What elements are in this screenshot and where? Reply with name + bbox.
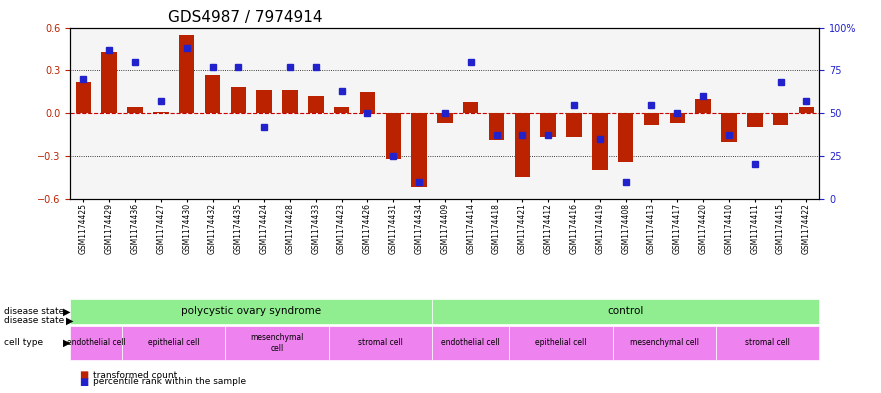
Bar bbox=[644, 113, 659, 125]
Text: GDS4987 / 7974914: GDS4987 / 7974914 bbox=[168, 10, 322, 25]
Text: ▶: ▶ bbox=[66, 315, 74, 325]
Bar bbox=[204, 75, 220, 113]
FancyBboxPatch shape bbox=[329, 326, 432, 360]
Bar bbox=[695, 99, 711, 113]
Bar bbox=[540, 113, 556, 138]
Text: polycystic ovary syndrome: polycystic ovary syndrome bbox=[181, 307, 322, 316]
Text: mesenchymal
cell: mesenchymal cell bbox=[250, 333, 304, 353]
Text: epithelial cell: epithelial cell bbox=[148, 338, 199, 347]
Text: ■: ■ bbox=[79, 370, 88, 380]
Text: ▶: ▶ bbox=[63, 338, 71, 348]
FancyBboxPatch shape bbox=[70, 299, 432, 324]
Bar bbox=[566, 113, 581, 138]
Text: epithelial cell: epithelial cell bbox=[536, 338, 587, 347]
Text: mesenchymal cell: mesenchymal cell bbox=[630, 338, 699, 347]
Bar bbox=[282, 90, 298, 113]
FancyBboxPatch shape bbox=[509, 326, 613, 360]
Bar bbox=[231, 87, 246, 113]
Text: stromal cell: stromal cell bbox=[358, 338, 403, 347]
Bar bbox=[411, 113, 426, 187]
Bar bbox=[359, 92, 375, 113]
Text: stromal cell: stromal cell bbox=[745, 338, 790, 347]
FancyBboxPatch shape bbox=[226, 326, 329, 360]
Bar bbox=[799, 107, 814, 113]
Bar bbox=[76, 82, 91, 113]
Bar bbox=[386, 113, 401, 159]
FancyBboxPatch shape bbox=[122, 326, 226, 360]
Bar bbox=[101, 52, 117, 113]
FancyBboxPatch shape bbox=[432, 299, 819, 324]
Bar bbox=[592, 113, 608, 170]
Text: ▶: ▶ bbox=[63, 307, 71, 316]
FancyBboxPatch shape bbox=[613, 326, 716, 360]
Bar bbox=[153, 112, 168, 113]
Bar bbox=[463, 102, 478, 113]
Bar bbox=[256, 90, 272, 113]
Text: cell type: cell type bbox=[4, 338, 43, 347]
Bar bbox=[308, 96, 323, 113]
Bar bbox=[489, 113, 504, 140]
Bar bbox=[773, 113, 788, 125]
Text: endothelial cell: endothelial cell bbox=[67, 338, 126, 347]
FancyBboxPatch shape bbox=[432, 326, 509, 360]
Text: percentile rank within the sample: percentile rank within the sample bbox=[93, 378, 246, 386]
Text: ■: ■ bbox=[79, 377, 88, 387]
Bar bbox=[722, 113, 737, 141]
Bar bbox=[515, 113, 530, 177]
Text: control: control bbox=[608, 307, 644, 316]
Bar bbox=[127, 107, 143, 113]
Bar bbox=[747, 113, 763, 127]
Bar bbox=[670, 113, 685, 123]
Bar bbox=[618, 113, 633, 162]
Bar bbox=[334, 107, 350, 113]
Bar bbox=[179, 35, 195, 113]
Bar bbox=[437, 113, 453, 123]
Text: transformed count: transformed count bbox=[93, 371, 177, 380]
FancyBboxPatch shape bbox=[716, 326, 819, 360]
Text: disease state: disease state bbox=[4, 316, 64, 325]
FancyBboxPatch shape bbox=[70, 326, 122, 360]
Text: endothelial cell: endothelial cell bbox=[441, 338, 500, 347]
Text: disease state: disease state bbox=[4, 307, 64, 316]
